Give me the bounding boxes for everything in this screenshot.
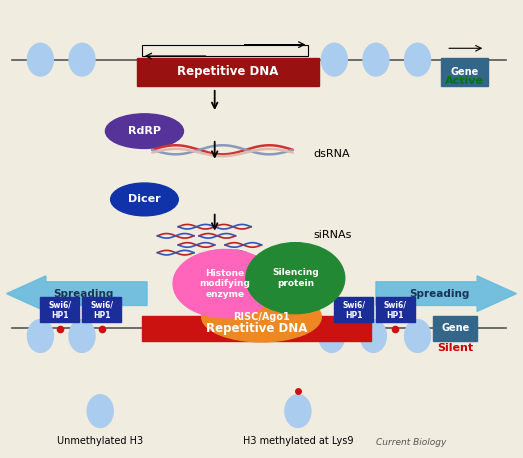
Ellipse shape <box>321 43 347 76</box>
Text: Dicer: Dicer <box>128 194 161 204</box>
Bar <box>142 44 309 56</box>
Text: Repetitive DNA: Repetitive DNA <box>206 322 307 335</box>
FancyArrow shape <box>376 276 516 311</box>
Ellipse shape <box>106 114 184 148</box>
Text: RISC/Ago1: RISC/Ago1 <box>233 312 290 322</box>
Text: Current Biology: Current Biology <box>376 437 446 447</box>
Text: Swi6/
HP1: Swi6/ HP1 <box>343 300 366 320</box>
Ellipse shape <box>246 243 345 314</box>
Text: Silencing
protein: Silencing protein <box>272 268 319 288</box>
Ellipse shape <box>319 320 345 352</box>
Text: Spreading: Spreading <box>54 289 114 299</box>
Ellipse shape <box>27 320 53 352</box>
Ellipse shape <box>87 395 113 427</box>
Ellipse shape <box>360 320 386 352</box>
Ellipse shape <box>111 183 178 216</box>
Ellipse shape <box>173 250 277 318</box>
Bar <box>433 316 477 341</box>
Ellipse shape <box>285 395 311 427</box>
Text: Swi6/
HP1: Swi6/ HP1 <box>384 300 407 320</box>
Text: dsRNA: dsRNA <box>313 149 350 159</box>
Text: Swi6/
HP1: Swi6/ HP1 <box>90 300 113 320</box>
Bar <box>137 58 319 86</box>
Text: siRNAs: siRNAs <box>313 230 352 240</box>
Text: H3 methylated at Lys9: H3 methylated at Lys9 <box>243 436 353 446</box>
Text: Unmethylated H3: Unmethylated H3 <box>57 436 143 446</box>
Bar <box>441 58 488 86</box>
Text: Silent: Silent <box>437 343 473 353</box>
Ellipse shape <box>363 43 389 76</box>
Text: Histone
modifying
enzyme: Histone modifying enzyme <box>200 269 251 299</box>
Ellipse shape <box>405 43 430 76</box>
Text: Active: Active <box>445 76 484 86</box>
Ellipse shape <box>69 43 95 76</box>
Bar <box>376 297 415 322</box>
Text: Gene: Gene <box>450 67 479 77</box>
Ellipse shape <box>27 43 53 76</box>
Bar <box>40 297 79 322</box>
Ellipse shape <box>69 320 95 352</box>
Text: Gene: Gene <box>441 323 470 333</box>
Bar <box>82 297 121 322</box>
Text: RdRP: RdRP <box>128 126 161 136</box>
Bar <box>142 316 371 341</box>
Text: Spreading: Spreading <box>409 289 469 299</box>
FancyArrow shape <box>7 276 147 311</box>
Text: Repetitive DNA: Repetitive DNA <box>177 65 278 78</box>
Text: Swi6/
HP1: Swi6/ HP1 <box>49 300 72 320</box>
Ellipse shape <box>202 292 321 342</box>
Bar <box>334 297 373 322</box>
Ellipse shape <box>405 320 430 352</box>
